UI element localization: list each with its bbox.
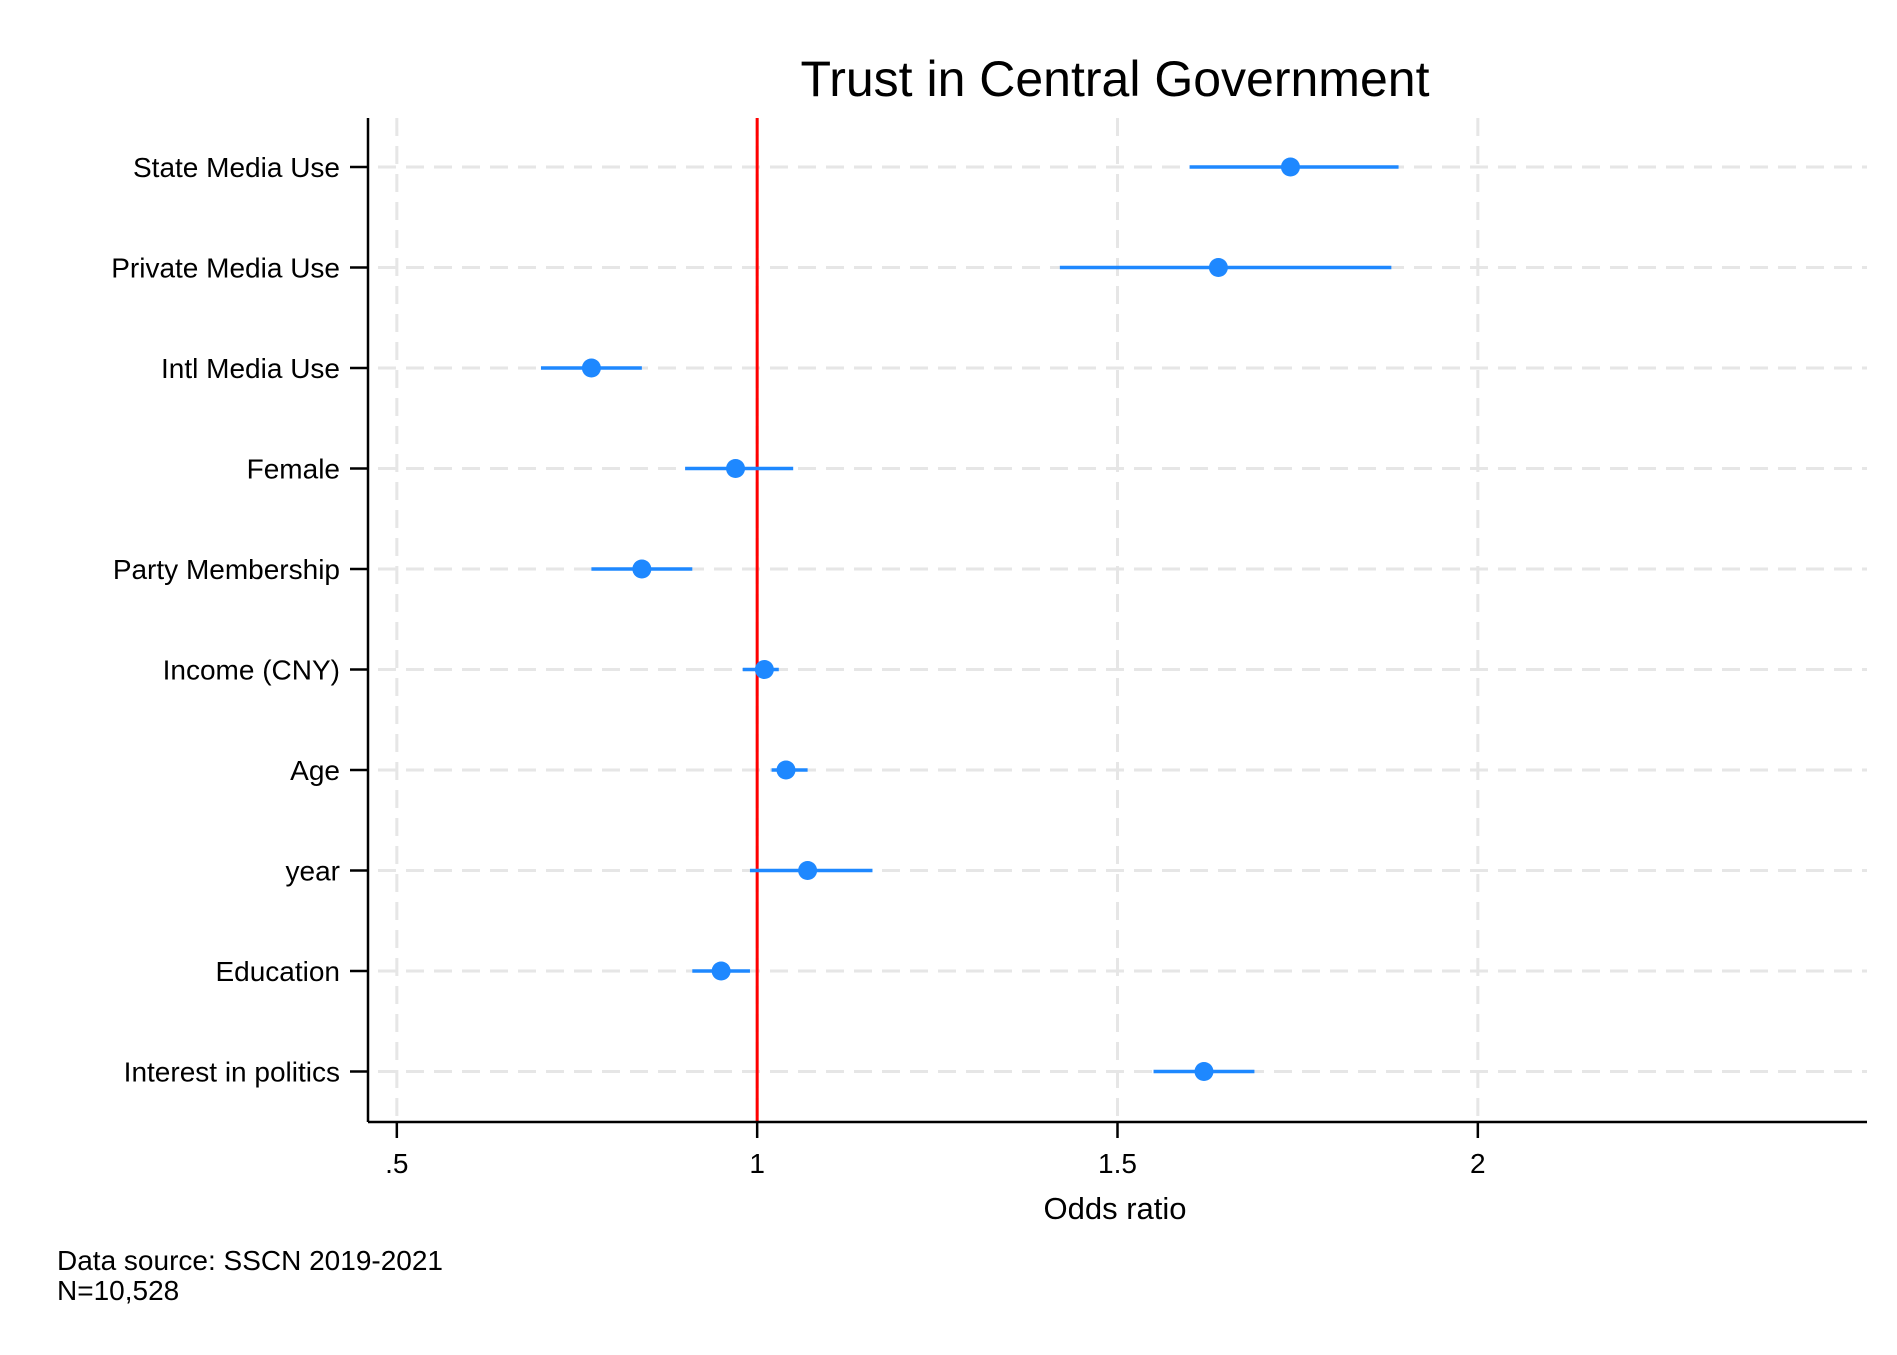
point-estimate-5 xyxy=(754,660,774,679)
y-tick-label-3: Female xyxy=(247,454,340,485)
y-tick-label-6: Age xyxy=(290,755,340,786)
y-tick-label-7: year xyxy=(286,856,340,887)
y-axis-labels: State Media Use Private Media Use Intl Med… xyxy=(111,152,340,1088)
x-tick-label-3: 2 xyxy=(1470,1148,1486,1179)
y-tick-label-5: Income (CNY) xyxy=(163,655,340,686)
x-tick-label-1: 1 xyxy=(749,1148,765,1179)
x-tick-label-0: .5 xyxy=(385,1148,408,1179)
point-estimate-8 xyxy=(711,961,731,981)
y-tick-label-4: Party Membership xyxy=(113,554,340,585)
gridlines xyxy=(378,118,1867,1122)
confidence-intervals xyxy=(540,165,1399,1074)
x-axis-title: Odds ratio xyxy=(1043,1191,1186,1226)
y-tick-label-9: Interest in politics xyxy=(124,1057,340,1088)
chart-title: Trust in Central Government xyxy=(801,51,1430,107)
axes xyxy=(350,118,1867,1138)
point-estimate-1 xyxy=(1208,258,1228,277)
point-estimate-3 xyxy=(726,459,746,478)
y-tick-label-8: Education xyxy=(215,956,340,987)
sample-size-note: N=10,528 xyxy=(57,1275,180,1306)
y-tick-label-1: Private Media Use xyxy=(111,253,340,284)
x-axis-tick-labels: .5 1 1.5 2 xyxy=(385,1148,1485,1179)
point-estimate-7 xyxy=(798,861,818,880)
data-source-note: Data source: SSCN 2019-2021 xyxy=(57,1245,443,1276)
y-tick-label-0: State Media Use xyxy=(133,152,340,183)
point-estimate-4 xyxy=(632,559,652,579)
point-estimates xyxy=(581,157,1300,1081)
point-estimate-2 xyxy=(581,358,601,378)
y-tick-label-2: Intl Media Use xyxy=(161,353,340,384)
point-estimate-9 xyxy=(1194,1062,1214,1081)
point-estimate-6 xyxy=(776,760,796,780)
x-tick-label-2: 1.5 xyxy=(1098,1148,1137,1179)
point-estimate-0 xyxy=(1280,157,1300,177)
